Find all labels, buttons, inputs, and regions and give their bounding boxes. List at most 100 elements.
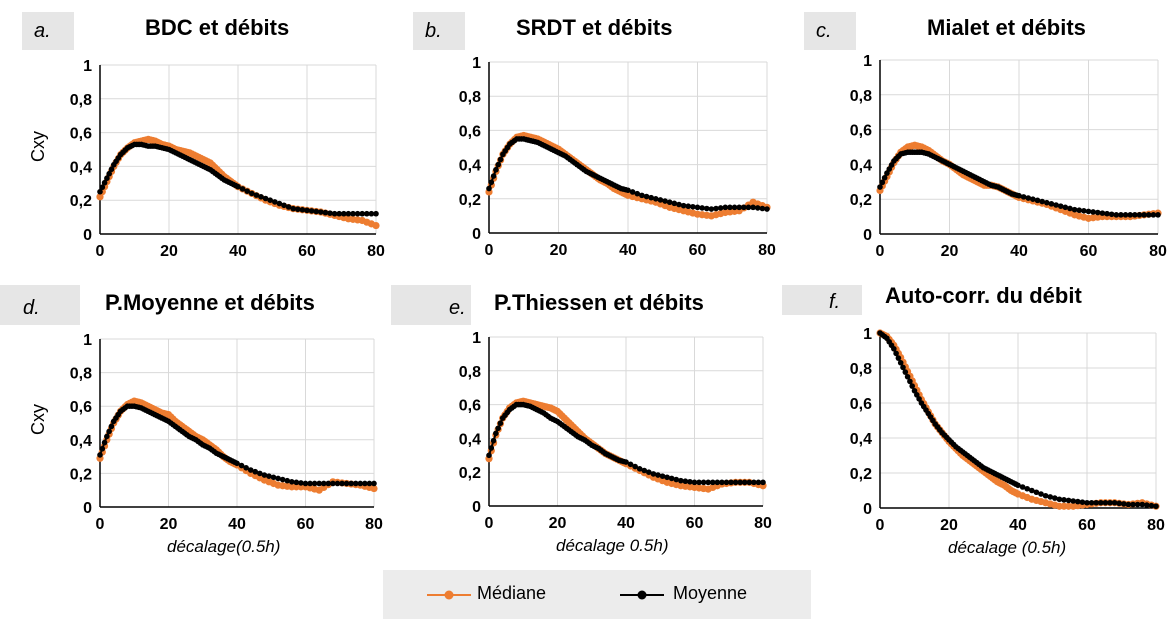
y-tick-label: 0,2 xyxy=(459,192,481,209)
y-tick-label: 1 xyxy=(863,326,872,343)
point-moyenne-interp xyxy=(299,206,306,213)
point-moyenne xyxy=(302,480,309,487)
x-tick-label: 80 xyxy=(367,243,385,260)
point-moyenne-interp xyxy=(243,465,249,471)
panel-letter: d. xyxy=(23,297,40,319)
y-tick-label: 0,6 xyxy=(459,123,481,140)
y-tick-label: 0 xyxy=(863,501,872,518)
point-moyenne-interp xyxy=(909,383,915,389)
point-moyenne xyxy=(97,188,103,195)
point-moyenne-interp xyxy=(727,204,733,211)
chart-svg: 0 0,2 0,4 0,6 0,8 1 0 20 40 60 80 xyxy=(70,58,385,260)
point-moyenne-interp xyxy=(1093,499,1099,506)
chart-panel-f: f. Auto-corr. du débit décalage (0.5h) 0 0,2… xyxy=(782,275,1173,570)
x-tick-label: 80 xyxy=(1147,517,1165,534)
point-moyenne-interp xyxy=(258,194,264,200)
chart-panel-b: b. SRDT et débits 0 0,2 0,4 0,6 0,8 1 0 20 40 60 80 xyxy=(391,0,782,270)
point-moyenne-interp xyxy=(751,479,757,486)
y-tick-label: 0 xyxy=(83,500,92,517)
panel-letter-box xyxy=(804,12,856,50)
point-moyenne xyxy=(722,204,729,211)
point-moyenne-interp xyxy=(106,428,112,435)
point-moyenne-interp xyxy=(632,463,638,470)
point-moyenne-interp xyxy=(99,184,106,191)
point-moyenne-interp xyxy=(1048,201,1055,207)
point-moyenne xyxy=(1127,212,1133,218)
point-moyenne xyxy=(304,207,310,214)
point-moyenne xyxy=(1070,498,1076,504)
point-moyenne-interp xyxy=(1102,499,1109,506)
point-moyenne-interp xyxy=(1047,494,1053,500)
point-moyenne xyxy=(262,195,269,202)
point-moyenne xyxy=(289,479,295,485)
point-moyenne-interp xyxy=(648,194,654,201)
point-moyenne-interp xyxy=(320,480,327,487)
chart-svg: 0 0,2 0,4 0,6 0,8 1 0 20 40 60 80 xyxy=(459,55,776,259)
x-tick-label: 0 xyxy=(485,515,494,532)
x-tick-label: 20 xyxy=(941,243,959,260)
point-moyenne-interp xyxy=(754,205,761,211)
x-tick-label: 40 xyxy=(619,242,637,259)
point-moyenne xyxy=(373,210,379,217)
y-tick-label: 0,6 xyxy=(850,396,872,413)
point-moyenne-interp xyxy=(634,190,641,197)
point-moyenne-interp xyxy=(368,210,375,217)
point-moyenne-interp xyxy=(284,477,291,484)
point-moyenne xyxy=(1155,212,1161,218)
chart-title: P.Moyenne et débits xyxy=(105,290,315,315)
x-tick-label: 20 xyxy=(549,515,567,532)
point-moyenne xyxy=(345,210,352,217)
point-moyenne xyxy=(1042,492,1049,499)
point-moyenne-interp xyxy=(731,204,738,211)
panel-letter: e. xyxy=(449,297,466,319)
point-moyenne-interp xyxy=(108,423,115,430)
x-tick-label: 80 xyxy=(754,515,772,532)
point-moyenne-interp xyxy=(313,208,320,215)
point-moyenne xyxy=(650,471,657,477)
point-moyenne xyxy=(247,467,254,473)
point-moyenne-interp xyxy=(488,445,495,451)
panel-letter-box xyxy=(391,285,471,325)
point-moyenne-interp xyxy=(293,479,300,486)
point-moyenne xyxy=(732,479,739,486)
point-moyenne xyxy=(678,477,684,484)
point-moyenne xyxy=(625,187,631,194)
y-tick-label: 0,6 xyxy=(70,126,92,143)
point-moyenne-interp xyxy=(339,480,345,487)
point-moyenne-interp xyxy=(1150,212,1157,218)
point-moyenne-interp xyxy=(252,468,259,475)
point-moyenne-interp xyxy=(888,162,895,168)
y-tick-label: 1 xyxy=(472,330,481,347)
point-moyenne-interp xyxy=(741,204,747,211)
point-moyenne-interp xyxy=(1148,502,1155,509)
panel-letter-box xyxy=(22,12,74,50)
point-moyenne-interp xyxy=(99,445,106,452)
point-moyenne-interp xyxy=(101,439,108,446)
x-axis-label: décalage (0.5h) xyxy=(948,538,1067,557)
point-moyenne xyxy=(680,202,687,209)
point-moyenne xyxy=(371,480,377,487)
point-moyenne-interp xyxy=(723,479,730,486)
point-moyenne-interp xyxy=(1132,212,1138,218)
point-moyenne-interp xyxy=(307,480,313,487)
point-moyenne xyxy=(891,345,897,352)
point-moyenne xyxy=(746,479,753,486)
point-moyenne-interp xyxy=(741,479,748,486)
point-moyenne-interp xyxy=(1144,502,1150,508)
x-tick-label: 40 xyxy=(1009,517,1027,534)
y-tick-label: 0,8 xyxy=(70,366,92,383)
point-moyenne-interp xyxy=(1107,499,1113,506)
point-moyenne-interp xyxy=(1024,485,1030,492)
point-moyenne-interp xyxy=(914,392,920,398)
point-mediane xyxy=(370,484,378,493)
point-moyenne-interp xyxy=(895,355,902,361)
point-moyenne-interp xyxy=(295,206,301,213)
point-moyenne xyxy=(1085,208,1092,215)
y-tick-label: 0 xyxy=(472,499,481,516)
point-moyenne xyxy=(760,479,766,486)
point-moyenne-interp xyxy=(336,210,343,217)
point-moyenne-interp xyxy=(257,470,263,477)
point-moyenne-interp xyxy=(311,480,318,487)
panel-letter: f. xyxy=(829,291,841,313)
point-moyenne xyxy=(897,359,904,366)
